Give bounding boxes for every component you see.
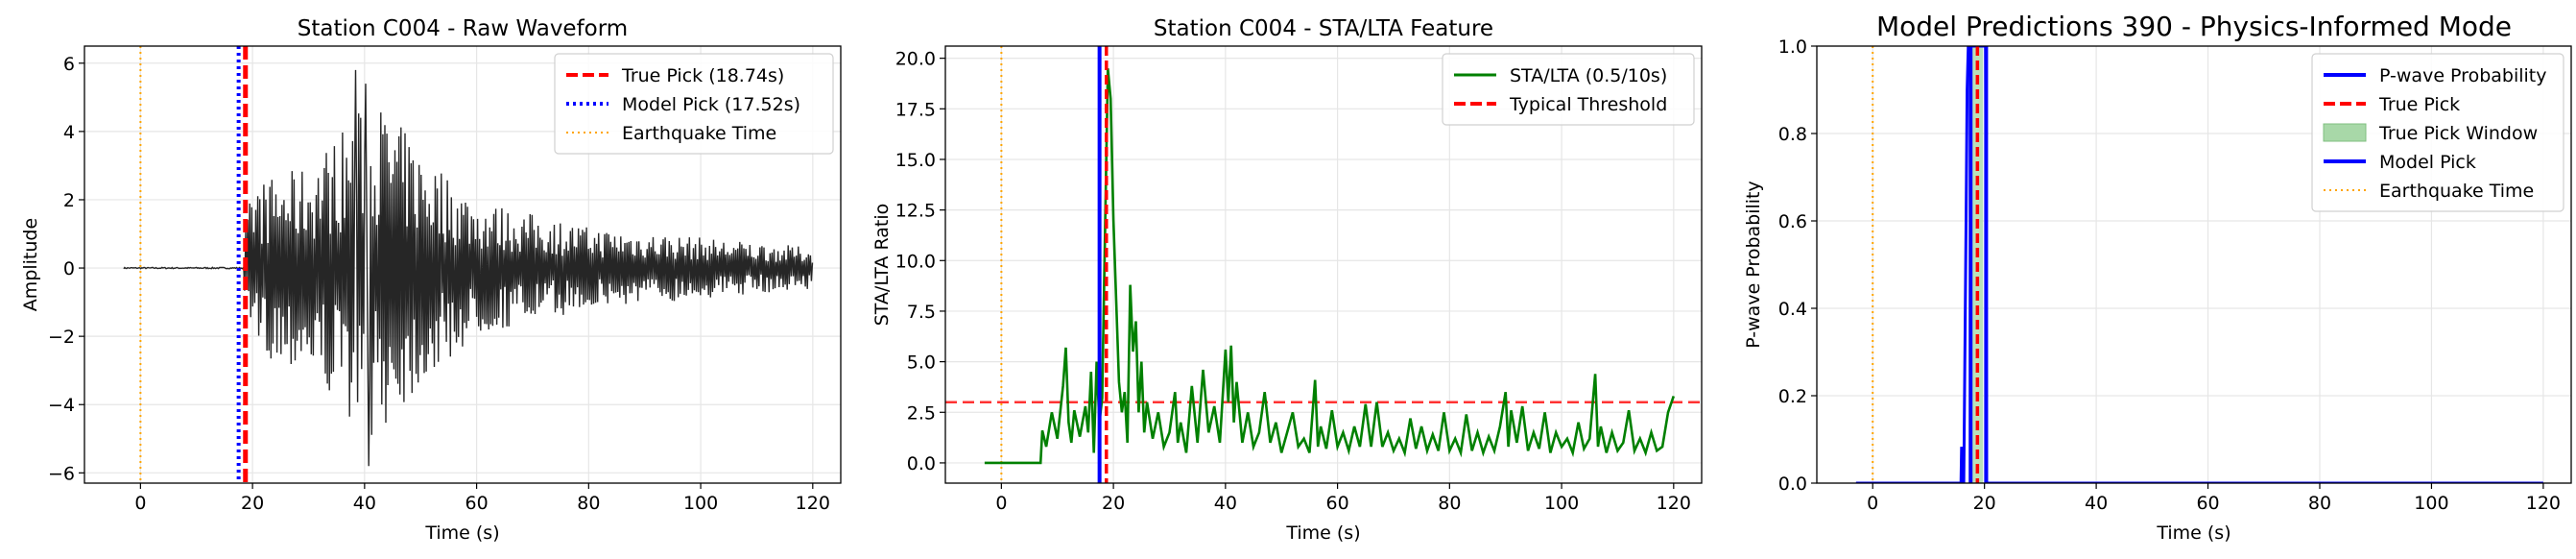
y-tick-label: 2 [63, 190, 75, 211]
x-axis-label: Time (s) [1285, 523, 1360, 544]
y-tick-label: 0.0 [907, 453, 936, 474]
x-tick-label: 120 [796, 493, 830, 514]
legend-label: True Pick Window [2378, 123, 2538, 144]
x-axis-label: Time (s) [424, 523, 499, 544]
x-tick-label: 20 [241, 493, 264, 514]
chart-title: Station C004 - STA/LTA Feature [1154, 16, 1493, 41]
x-tick-label: 0 [1867, 493, 1878, 514]
y-tick-label: −6 [48, 463, 75, 484]
x-tick-label: 80 [577, 493, 600, 514]
x-tick-label: 40 [2085, 493, 2108, 514]
series-sta-lta [984, 68, 1676, 465]
x-ticks: 0 20 40 60 80 100 120 [1867, 483, 2561, 514]
y-tick-label: 0.6 [1778, 211, 1807, 232]
y-tick-label: 6 [63, 54, 75, 75]
chart-title: Station C004 - Raw Waveform [298, 16, 628, 41]
x-tick-label: 80 [2308, 493, 2331, 514]
plot-area [945, 46, 1702, 483]
y-tick-label: 5.0 [907, 352, 936, 374]
series-p-wave-probability [1855, 46, 2543, 483]
panel-raw-waveform: 0 20 40 60 80 100 120 −6 −4 −2 0 2 4 6 Station C004 … [20, 16, 842, 544]
legend: True Pick (18.74s) Model Pick (17.52s) Ear… [554, 53, 834, 155]
x-tick-label: 60 [2196, 493, 2219, 514]
y-tick-label: 1.0 [1778, 36, 1807, 58]
x-tick-label: 100 [683, 493, 718, 514]
x-tick-label: 0 [995, 493, 1007, 514]
y-tick-label: 0.4 [1778, 299, 1807, 320]
x-tick-label: 20 [1102, 493, 1125, 514]
plot-area [123, 46, 814, 483]
y-tick-label: 4 [63, 122, 75, 143]
y-axis-label: Amplitude [20, 218, 41, 311]
y-tick-label: 7.5 [907, 302, 936, 323]
x-tick-label: 20 [1973, 493, 1996, 514]
legend: P-wave Probability True Pick True Pick Win… [2311, 53, 2564, 212]
y-ticks: 0.0 0.2 0.4 0.6 0.8 1.0 [1778, 36, 1817, 495]
axes-frame [1816, 45, 2572, 484]
y-tick-label: 0.0 [1778, 474, 1807, 495]
legend-label: P-wave Probability [2379, 65, 2547, 86]
x-ticks: 0 20 40 60 80 100 120 [995, 483, 1691, 514]
y-tick-label: 0 [63, 258, 75, 280]
x-tick-label: 100 [2414, 493, 2448, 514]
legend-label: True Pick (18.74s) [621, 65, 784, 86]
x-tick-label: 120 [2526, 493, 2561, 514]
legend-label: STA/LTA (0.5/10s) [1510, 65, 1667, 86]
x-tick-label: 0 [134, 493, 146, 514]
legend-label: Earthquake Time [2379, 181, 2534, 202]
legend-label: Model Pick [2379, 152, 2476, 173]
y-tick-label: 12.5 [895, 201, 936, 222]
y-tick-label: 0.2 [1778, 386, 1807, 407]
legend-box [554, 53, 834, 155]
x-tick-label: 120 [1657, 493, 1691, 514]
y-tick-label: 20.0 [895, 49, 936, 70]
axes-frame [83, 45, 842, 484]
x-tick-label: 80 [1438, 493, 1461, 514]
y-tick-label: 2.5 [907, 402, 936, 424]
legend-label: True Pick [2378, 94, 2460, 115]
y-tick-label: −4 [48, 395, 75, 416]
legend-label: Earthquake Time [622, 123, 776, 144]
legend-swatch [2323, 123, 2367, 142]
y-tick-label: 15.0 [895, 150, 936, 171]
axes-frame [944, 45, 1703, 484]
x-tick-label: 100 [1544, 493, 1579, 514]
legend-label: Model Pick (17.52s) [622, 94, 800, 115]
y-tick-label: −2 [48, 327, 75, 348]
chart-title: Model Predictions 390 - Physics-Informed… [1876, 11, 2512, 42]
panel-sta-lta: 0 20 40 60 80 100 120 0.0 2.5 5.0 7.5 10.0 12.5 15.0… [871, 16, 1703, 544]
legend-box [2311, 53, 2564, 212]
x-axis-label: Time (s) [2156, 523, 2230, 544]
legend: STA/LTA (0.5/10s) Typical Threshold [1442, 53, 1695, 126]
x-tick-label: 40 [1214, 493, 1237, 514]
x-tick-label: 60 [465, 493, 488, 514]
panel-model-predictions: 0 20 40 60 80 100 120 0.0 0.2 0.4 0.6 0.8 1.0 Model… [1743, 11, 2572, 544]
legend-box [1442, 53, 1695, 126]
plot-area [1855, 46, 2543, 483]
y-ticks: −6 −4 −2 0 2 4 6 [48, 54, 84, 484]
y-ticks: 0.0 2.5 5.0 7.5 10.0 12.5 15.0 17.5 20.0 [895, 49, 945, 474]
x-tick-label: 60 [1325, 493, 1348, 514]
y-tick-label: 10.0 [895, 251, 936, 272]
legend-label: Typical Threshold [1509, 94, 1667, 115]
x-tick-label: 40 [353, 493, 376, 514]
y-tick-label: 0.8 [1778, 124, 1807, 145]
y-axis-label: STA/LTA Ratio [871, 204, 893, 327]
y-axis-label: P-wave Probability [1743, 181, 1764, 349]
x-ticks: 0 20 40 60 80 100 120 [134, 483, 830, 514]
y-tick-label: 17.5 [895, 99, 936, 120]
